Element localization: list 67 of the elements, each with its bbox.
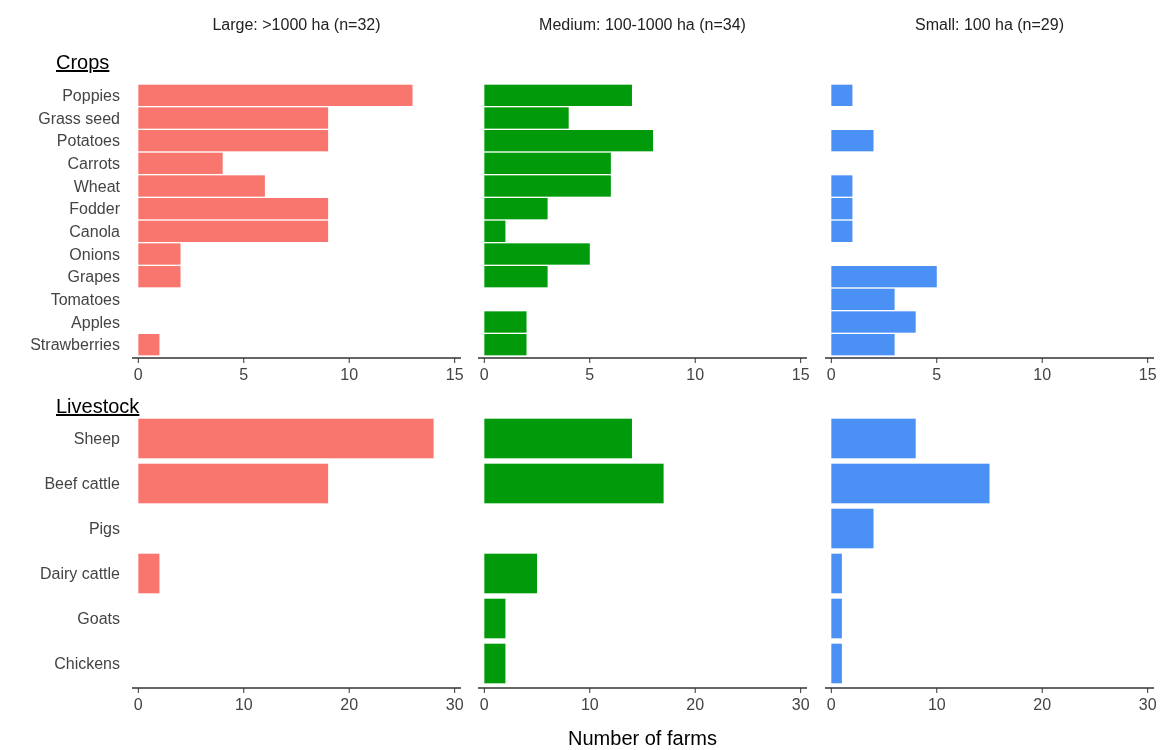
bar — [831, 463, 990, 504]
x-tick-label: 30 — [445, 696, 464, 713]
bar — [484, 418, 632, 459]
bar — [484, 463, 664, 504]
y-tick-label: Sheep — [73, 430, 121, 448]
bar — [484, 598, 506, 639]
bar — [484, 553, 538, 594]
chart-title: Medium: 100-1000 ha (n=34) — [539, 16, 746, 33]
x-tick-label: 15 — [445, 366, 464, 383]
bar — [831, 598, 842, 639]
x-tick-label: 5 — [932, 366, 942, 383]
bar — [831, 643, 842, 684]
y-tick-label: Beef cattle — [44, 475, 121, 493]
y-tick-label: Tomatoes — [50, 290, 120, 308]
x-tick-label: 10 — [340, 366, 359, 383]
x-tick-label: 30 — [1138, 696, 1157, 713]
y-tick-label: Carrots — [67, 154, 120, 172]
x-tick-label: 5 — [239, 366, 249, 383]
x-tick-label: 0 — [133, 696, 143, 713]
y-tick-label: Wheat — [73, 177, 121, 195]
y-tick-label: Potatoes — [56, 132, 120, 150]
bar — [484, 643, 506, 684]
bar — [831, 130, 874, 152]
chart-title: Large: >1000 ha (n=32) — [212, 16, 381, 33]
y-tick-label: Pigs — [88, 520, 120, 538]
y-tick-label: Chickens — [54, 655, 120, 673]
x-tick-label: 5 — [585, 366, 595, 383]
chart-title: Small: 100 ha (n=29) — [915, 16, 1064, 33]
y-tick-label: Fodder — [69, 200, 121, 218]
x-tick-label: 10 — [234, 696, 253, 713]
bar — [831, 266, 937, 288]
y-tick-label: Canola — [69, 222, 121, 240]
x-tick-label: 0 — [826, 366, 836, 383]
bar — [831, 508, 874, 549]
y-axis-title: Livestock — [56, 395, 141, 417]
y-tick-label: Strawberries — [30, 336, 120, 354]
x-tick-label: 10 — [1033, 366, 1052, 383]
x-tick-label: 15 — [791, 366, 810, 383]
y-tick-label: Dairy cattle — [39, 565, 121, 583]
x-tick-label: 0 — [479, 366, 489, 383]
bar — [138, 334, 160, 356]
x-tick-label: 10 — [580, 696, 599, 713]
bar — [138, 463, 329, 504]
bar — [831, 84, 853, 106]
y-tick-label: Grapes — [67, 268, 120, 286]
y-tick-label: Grass seed — [38, 109, 120, 127]
x-tick-label: 0 — [826, 696, 836, 713]
x-tick-label: 20 — [686, 696, 705, 713]
bar — [138, 418, 434, 459]
x-tick-label: 10 — [686, 366, 705, 383]
bar — [831, 220, 853, 242]
y-tick-label: Onions — [69, 245, 120, 263]
y-tick-label: Apples — [71, 313, 120, 331]
y-tick-label: Goats — [77, 610, 120, 628]
x-axis-title: Number of farms — [568, 727, 717, 749]
bar — [831, 553, 842, 594]
x-tick-label: 0 — [479, 696, 489, 713]
x-tick-label: 15 — [1138, 366, 1157, 383]
x-tick-label: 30 — [791, 696, 810, 713]
bar — [831, 418, 916, 459]
x-tick-label: 20 — [1033, 696, 1052, 713]
bar — [138, 553, 160, 594]
x-tick-label: 10 — [927, 696, 946, 713]
y-axis-title: Crops — [56, 51, 110, 73]
x-tick-label: 0 — [133, 366, 143, 383]
x-tick-label: 20 — [340, 696, 359, 713]
y-tick-label: Poppies — [62, 86, 120, 104]
